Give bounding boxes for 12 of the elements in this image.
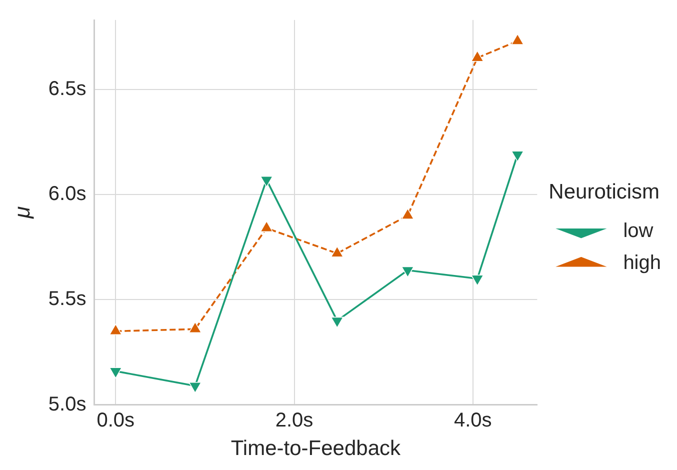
y-tick-label: 6.5s [48, 78, 86, 100]
x-axis-title: Time-to-Feedback [230, 437, 401, 460]
legend-label: low [623, 220, 654, 242]
x-tick-label: 4.0s [454, 409, 492, 432]
x-tick-label: 2.0s [275, 409, 314, 432]
x-tick-label: 0.0s [96, 409, 135, 432]
y-tick-label: 6.0s [48, 183, 86, 206]
legend-label: high [623, 252, 661, 274]
legend-title: Neuroticism [548, 180, 660, 204]
y-axis-title: μ [9, 206, 34, 220]
y-tick-label: 5.0s [48, 393, 86, 416]
y-tick-label: 5.5s [48, 288, 86, 310]
